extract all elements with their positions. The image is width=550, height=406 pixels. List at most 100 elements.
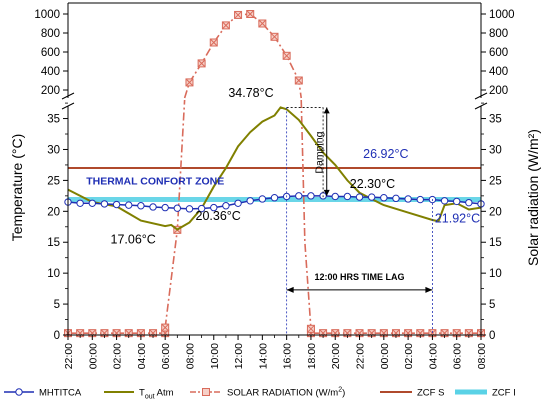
mhtitca-point [380, 194, 388, 202]
x-tick-label: 16:00 [282, 343, 294, 369]
y-tick-label: 35 [47, 114, 60, 126]
y-tick-label: 0 [54, 330, 60, 342]
y2-tick-label: 0 [489, 330, 495, 342]
mhtitca-point [76, 199, 84, 207]
y-tick-label: 20 [47, 206, 60, 218]
mhtitca-point [185, 205, 194, 213]
solar-point-x [307, 325, 315, 333]
x-tick-label: 02:00 [403, 343, 415, 369]
mhtitca-point [258, 195, 267, 203]
solar-tick-label: 800 [41, 28, 60, 40]
lag-arrow-head [286, 286, 294, 293]
y-tick-label: 25 [47, 175, 60, 187]
mhtitca-point [149, 203, 157, 211]
axis-break-mark [474, 102, 488, 110]
solar-point-x [198, 60, 205, 67]
damping-arrow-head [323, 107, 330, 114]
min-label: 17.06°C [111, 232, 156, 246]
mhtitca-point [440, 197, 449, 205]
x-tick-label: 08:00 [476, 343, 488, 369]
x-tick-label: 12:00 [233, 343, 245, 369]
legend-solar-label: SOLAR RADIATION (W/m2) [227, 387, 345, 399]
solar-tick-label: 400 [41, 66, 60, 78]
axis-break-mark [61, 92, 75, 100]
zcfi-label: 21.92°C [435, 211, 480, 225]
mhtitca-point [307, 192, 315, 200]
lag-arrow-head [425, 286, 433, 293]
mhtitca-point [331, 192, 339, 201]
x-tick-label: 08:00 [184, 343, 196, 369]
mid-label: 20.36°C [196, 209, 241, 223]
damping-arrow-head [323, 189, 330, 196]
solar-tick-label-right: 200 [489, 85, 508, 97]
x-tick-label: 06:00 [452, 343, 464, 369]
legend-layer: MHTITCA Tout Atm SOLAR RADIATION (W/m2) ZCF… [4, 387, 516, 401]
y2-tick-label: 15 [489, 237, 502, 249]
solar-point-x [246, 10, 254, 18]
mhtitca-point [234, 199, 242, 207]
y-axis-title: Temperature (°C) [9, 134, 25, 242]
mhtitca-point [404, 195, 412, 203]
y2-tick-label: 20 [489, 206, 502, 218]
mhtitca-point [246, 197, 254, 205]
mhtitca-point [343, 192, 352, 201]
y2-axis-title: Solar radiation (W/m²) [525, 129, 541, 266]
mhtitca-point [100, 200, 109, 208]
y-tick-label: 5 [54, 299, 60, 311]
mhtitca-point [210, 203, 218, 212]
mhtitca-point [392, 194, 400, 203]
x-tick-label: 14:00 [257, 343, 269, 369]
solar-tick-label: 600 [41, 47, 60, 59]
mhtitca-point [88, 199, 96, 207]
mhtitca-point [125, 201, 133, 209]
mhtitca-point [416, 195, 424, 204]
legend-zcfi-label: ZCF I [492, 388, 516, 399]
solar-tick-label: 200 [41, 85, 60, 97]
solar-point-x [258, 20, 266, 27]
legend-mhtitca-marker [15, 388, 23, 396]
y-tick-label: 10 [47, 268, 60, 280]
solar-point-x [283, 52, 291, 60]
y2-tick-label: 35 [489, 114, 502, 126]
mhtitca-point [367, 193, 376, 201]
x-tick-label: 20:00 [330, 343, 342, 369]
mhtitca-point [355, 193, 364, 201]
solar-point-x [186, 79, 193, 86]
mhtitca-point [295, 192, 303, 200]
solar-point-x [234, 11, 242, 19]
solar-tick-label-right: 800 [489, 28, 508, 40]
mhtitca-point [465, 198, 473, 207]
mht-label: 22.30°C [350, 177, 395, 191]
x-tick-label: 02:00 [112, 343, 124, 369]
x-tick-label: 04:00 [427, 343, 439, 369]
x-tick-label: 22:00 [63, 343, 75, 369]
y2-tick-label: 10 [489, 268, 502, 280]
legend-solar-marker [202, 388, 210, 396]
x-tick-label: 00:00 [379, 343, 391, 369]
mhtitca-point [112, 200, 121, 209]
solar-point-x [222, 22, 230, 29]
zcfs-label: 26.92°C [363, 147, 408, 161]
y-tick-label: 30 [47, 144, 60, 156]
solar-point-x [295, 77, 303, 84]
series-layer [64, 10, 485, 338]
x-tick-label: 10:00 [209, 343, 221, 369]
legend-tout-label: Tout Atm [139, 388, 174, 401]
x-tick-label: 22:00 [355, 343, 367, 369]
axes-layer: 0 0 5 5 10 10 15 15 20 20 25 25 30 30 35 35 200 200 400 400… [9, 2, 541, 369]
y2-tick-label: 25 [489, 175, 502, 187]
y2-tick-label: 5 [489, 299, 495, 311]
solar-tick-label-right: 1000 [489, 9, 515, 21]
x-tick-label: 18:00 [306, 343, 318, 369]
axis-break-mark [61, 102, 75, 110]
solar-tick-label: 1000 [34, 9, 60, 21]
mhtitca-point [161, 203, 169, 212]
axis-break-mark [474, 92, 488, 100]
annotations-layer: Damping 12:00 HRS TIME LAG 34.78°C 26.92°C T… [86, 86, 480, 335]
solar-line-rise [164, 99, 186, 328]
solar-point-x [271, 33, 278, 41]
x-tick-label: 00:00 [87, 343, 99, 369]
x-tick-label: 06:00 [160, 343, 172, 369]
damping-label: Damping [314, 131, 326, 173]
